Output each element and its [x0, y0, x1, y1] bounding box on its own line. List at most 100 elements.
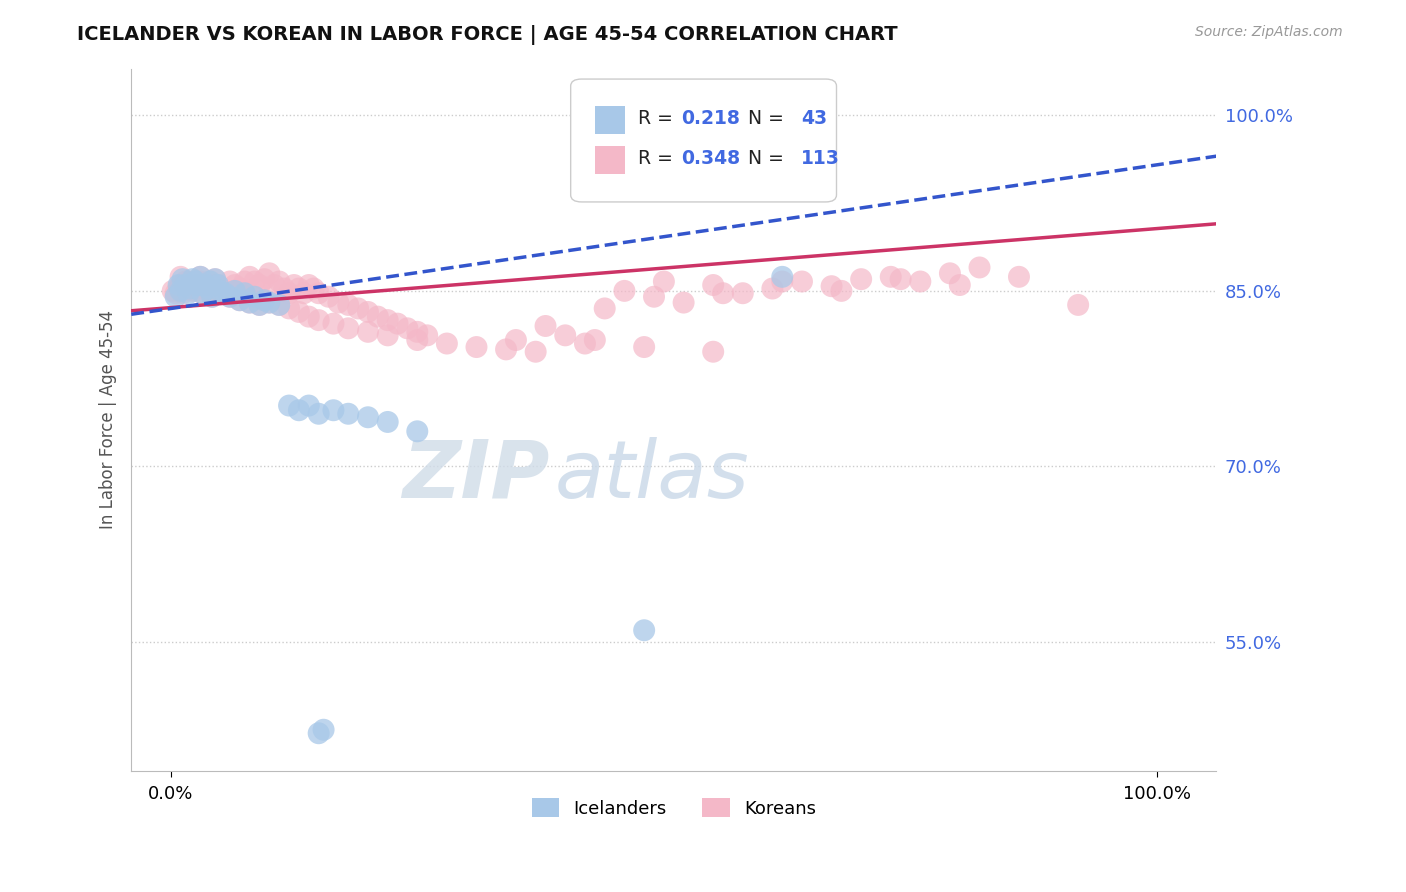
- Point: [308, 726, 330, 740]
- Point: [188, 269, 211, 284]
- Point: [312, 723, 335, 737]
- Point: [849, 272, 872, 286]
- Point: [702, 344, 724, 359]
- Point: [910, 275, 932, 289]
- Point: [172, 272, 194, 286]
- Point: [377, 415, 399, 429]
- Point: [174, 281, 197, 295]
- Point: [253, 293, 276, 308]
- Point: [184, 284, 207, 298]
- Point: [165, 290, 187, 304]
- Point: [214, 286, 236, 301]
- Point: [239, 269, 262, 284]
- Point: [233, 286, 256, 301]
- Point: [249, 278, 271, 293]
- Point: [249, 298, 271, 312]
- Point: [278, 301, 301, 316]
- Point: [436, 336, 458, 351]
- Point: [377, 313, 399, 327]
- Point: [288, 403, 311, 417]
- Point: [259, 295, 281, 310]
- Text: 43: 43: [800, 109, 827, 128]
- FancyBboxPatch shape: [595, 106, 624, 134]
- Point: [194, 278, 217, 293]
- Point: [396, 321, 419, 335]
- Point: [197, 281, 219, 295]
- Point: [416, 328, 439, 343]
- Point: [613, 284, 636, 298]
- Point: [302, 281, 325, 295]
- Point: [249, 298, 271, 312]
- Point: [273, 281, 295, 295]
- Point: [308, 286, 330, 301]
- Point: [207, 278, 229, 293]
- Point: [239, 295, 262, 310]
- Point: [347, 301, 370, 316]
- Point: [184, 275, 207, 289]
- Point: [181, 284, 204, 298]
- Text: ICELANDER VS KOREAN IN LABOR FORCE | AGE 45-54 CORRELATION CHART: ICELANDER VS KOREAN IN LABOR FORCE | AGE…: [77, 25, 898, 45]
- Point: [224, 284, 246, 298]
- Point: [214, 286, 236, 301]
- Point: [198, 275, 221, 289]
- Point: [197, 281, 219, 295]
- Point: [406, 425, 429, 439]
- Point: [761, 281, 783, 295]
- Point: [263, 278, 285, 293]
- Point: [367, 310, 389, 324]
- Point: [377, 328, 399, 343]
- Point: [554, 328, 576, 343]
- Point: [652, 275, 675, 289]
- Point: [269, 298, 291, 312]
- Y-axis label: In Labor Force | Age 45-54: In Labor Force | Age 45-54: [100, 310, 117, 529]
- Point: [702, 278, 724, 293]
- Point: [278, 399, 301, 413]
- Point: [187, 281, 209, 295]
- Point: [770, 269, 793, 284]
- Point: [194, 278, 217, 293]
- Point: [939, 266, 962, 280]
- Point: [259, 295, 281, 310]
- Point: [177, 275, 200, 289]
- Point: [357, 325, 380, 339]
- Point: [308, 313, 330, 327]
- Point: [357, 305, 380, 319]
- Point: [337, 298, 360, 312]
- Point: [167, 278, 190, 293]
- Point: [177, 286, 200, 301]
- Point: [790, 275, 813, 289]
- Point: [357, 410, 380, 425]
- Point: [243, 290, 266, 304]
- Point: [593, 301, 616, 316]
- Legend: Icelanders, Koreans: Icelanders, Koreans: [524, 791, 823, 825]
- Point: [337, 407, 360, 421]
- Point: [337, 321, 360, 335]
- Point: [198, 286, 221, 301]
- Point: [322, 317, 344, 331]
- Point: [890, 272, 912, 286]
- Point: [208, 284, 231, 298]
- Point: [583, 333, 606, 347]
- Point: [505, 333, 527, 347]
- Point: [820, 279, 842, 293]
- Point: [201, 290, 224, 304]
- Point: [233, 286, 256, 301]
- Point: [298, 278, 321, 293]
- Point: [201, 290, 224, 304]
- Point: [269, 298, 291, 312]
- Point: [322, 403, 344, 417]
- Point: [949, 278, 972, 293]
- Point: [406, 325, 429, 339]
- Point: [253, 293, 276, 308]
- Text: 0.218: 0.218: [682, 109, 740, 128]
- Point: [208, 284, 231, 298]
- Point: [406, 333, 429, 347]
- Point: [194, 281, 217, 295]
- Point: [969, 260, 991, 275]
- FancyBboxPatch shape: [571, 79, 837, 202]
- Point: [243, 290, 266, 304]
- Point: [204, 272, 226, 286]
- Point: [184, 275, 207, 289]
- Point: [229, 281, 252, 295]
- Point: [643, 290, 665, 304]
